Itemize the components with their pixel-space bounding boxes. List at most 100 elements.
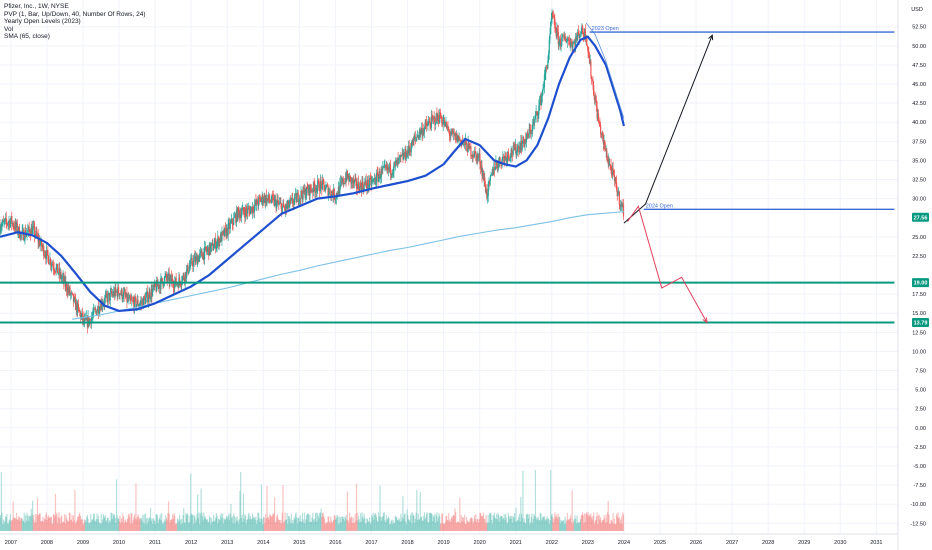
volume-bar xyxy=(65,514,67,531)
volume-bar xyxy=(379,485,381,531)
candle-body xyxy=(312,190,314,193)
volume-bar xyxy=(502,519,504,531)
volume-bar xyxy=(608,514,610,531)
candle-body xyxy=(149,298,152,299)
volume-bar xyxy=(563,519,565,531)
volume-bar xyxy=(419,492,421,531)
volume-bar xyxy=(208,521,210,531)
volume-bar xyxy=(240,518,242,531)
candle-body xyxy=(320,180,322,184)
candle-body xyxy=(426,125,428,127)
candle-body xyxy=(217,237,220,246)
volume-bar xyxy=(436,512,438,531)
candle-body xyxy=(96,310,98,315)
candle-body xyxy=(575,37,577,47)
candle-body xyxy=(249,210,251,215)
candle-body xyxy=(615,177,617,182)
candle-body xyxy=(568,40,570,45)
candle-body xyxy=(70,293,72,295)
volume-bar xyxy=(400,513,402,531)
candle-body xyxy=(205,246,207,251)
volume-bar xyxy=(202,520,204,531)
volume-bar xyxy=(288,516,290,531)
volume-bar xyxy=(545,519,548,531)
volume-bar xyxy=(219,520,221,531)
volume-bar xyxy=(190,473,192,531)
candle-body xyxy=(279,202,281,204)
candle-body xyxy=(375,182,377,184)
volume-bar xyxy=(170,519,172,531)
candle-body xyxy=(174,277,177,282)
volume-bar xyxy=(319,512,322,531)
symbol-title[interactable]: Pfizer, Inc., 1W, NYSE xyxy=(4,3,69,10)
candle-body xyxy=(298,202,300,203)
volume-bar xyxy=(143,513,145,531)
candle-body xyxy=(568,39,570,41)
candle-body xyxy=(502,156,504,159)
candle-body xyxy=(229,222,231,229)
volume-bar xyxy=(201,512,203,531)
volume-bar xyxy=(495,518,497,531)
candle-body xyxy=(527,134,530,138)
candle-body xyxy=(151,289,154,296)
volume-bar xyxy=(488,522,490,531)
candle-body xyxy=(325,186,327,190)
volume-bar xyxy=(352,517,354,531)
volume-bar xyxy=(556,516,558,531)
volume-bar xyxy=(565,523,567,531)
volume-bar xyxy=(537,516,539,531)
candle-body xyxy=(366,185,368,189)
indicator-volume[interactable]: Vol xyxy=(4,25,14,33)
volume-bar xyxy=(302,519,304,531)
candle-body xyxy=(111,291,113,295)
candle-body xyxy=(0,225,1,232)
currency-label: USD xyxy=(911,7,923,13)
volume-bar xyxy=(615,523,617,531)
candle-body xyxy=(265,195,267,204)
candle-body xyxy=(85,318,87,321)
candle-body xyxy=(57,273,59,274)
candle-body xyxy=(164,276,166,278)
price-tick-label: 7.50 xyxy=(915,369,926,375)
volume-bar xyxy=(572,523,574,531)
candle-body xyxy=(418,129,421,135)
candle-body xyxy=(59,272,61,276)
candle-body xyxy=(111,294,113,295)
volume-bar xyxy=(194,516,196,531)
candle-body xyxy=(532,122,534,125)
candle-body xyxy=(468,142,470,144)
volume-bar xyxy=(269,515,272,531)
candle-body xyxy=(262,195,264,203)
volume-bar xyxy=(254,519,256,531)
candle-body xyxy=(451,130,453,132)
volume-bar xyxy=(18,516,20,531)
candle-body xyxy=(120,293,122,295)
volume-bar xyxy=(149,517,151,531)
volume-bar xyxy=(277,518,279,531)
candle-body xyxy=(43,245,45,256)
candle-body xyxy=(32,226,34,228)
volume-bar xyxy=(29,516,31,531)
candle-body xyxy=(73,297,75,303)
indicator-yearly-open[interactable]: Yearly Open Levels (2023) xyxy=(4,18,81,26)
volume-bar xyxy=(9,514,12,531)
volume-bar xyxy=(290,513,292,531)
volume-bar xyxy=(62,522,64,531)
candle-body xyxy=(346,171,349,178)
candle-body xyxy=(482,172,484,177)
volume-bar xyxy=(5,517,7,531)
volume-bar xyxy=(472,523,474,531)
candle-body xyxy=(254,200,256,206)
indicator-pvp[interactable]: PVP (1, Bar, Up/Down, 40, Number Of Rows… xyxy=(4,10,146,18)
volume-bar xyxy=(495,514,498,531)
candle-body xyxy=(268,194,270,200)
volume-bar xyxy=(181,523,184,531)
candle-body xyxy=(42,245,44,248)
candle-body xyxy=(548,39,550,54)
volume-bar xyxy=(602,519,604,531)
volume-bar xyxy=(430,513,432,531)
indicator-sma[interactable]: SMA (65, close) xyxy=(4,33,50,41)
candle-body xyxy=(235,215,237,223)
volume-bar xyxy=(552,517,554,531)
